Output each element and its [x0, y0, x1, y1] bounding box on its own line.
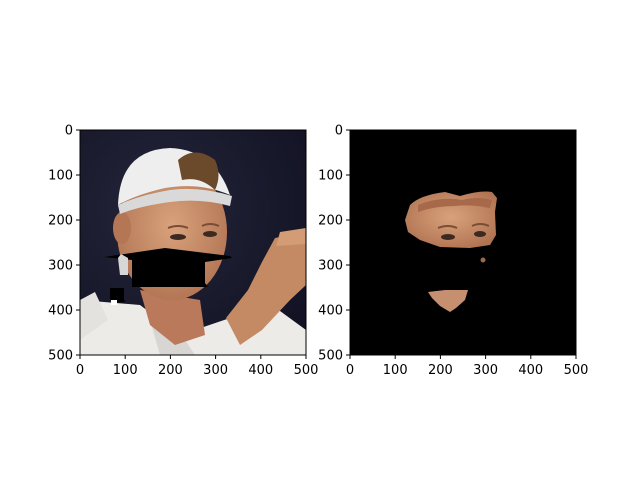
right-y-tick-label: 100 — [318, 169, 343, 184]
right-x-tick-label: 100 — [383, 363, 408, 378]
right-y-tick-label: 300 — [318, 259, 343, 274]
left-y-tick-label: 400 — [48, 304, 73, 319]
right-x-tick-label: 300 — [473, 363, 498, 378]
left-axes-frame — [79, 129, 307, 356]
left-x-tick-label: 200 — [158, 363, 183, 378]
right-y-tick-label: 500 — [318, 349, 343, 364]
left-x-tick-label: 400 — [248, 363, 273, 378]
left-y-tick-label: 0 — [65, 124, 73, 139]
left-x-tick-label: 100 — [113, 363, 138, 378]
right-x-tick-label: 500 — [564, 363, 589, 378]
left-y-tick-label: 100 — [48, 169, 73, 184]
right-y-tick-label: 400 — [318, 304, 343, 319]
right-x-tick-label: 200 — [428, 363, 453, 378]
right-y-tick-label: 0 — [335, 124, 343, 139]
left-x-tick-label: 0 — [76, 363, 84, 378]
face-region-on-black — [350, 130, 576, 355]
left-x-tick-label: 300 — [203, 363, 228, 378]
left-y-tick-label: 300 — [48, 259, 73, 274]
left-x-tick-label: 500 — [294, 363, 319, 378]
left-y-tick-label: 500 — [48, 349, 73, 364]
left-y-tick-label: 200 — [48, 214, 73, 229]
right-y-tick-label: 200 — [318, 214, 343, 229]
masked-face-photo — [80, 130, 306, 355]
right-x-tick-label: 0 — [346, 363, 354, 378]
right-x-tick-label: 400 — [518, 363, 543, 378]
right-axes-frame — [349, 129, 577, 356]
